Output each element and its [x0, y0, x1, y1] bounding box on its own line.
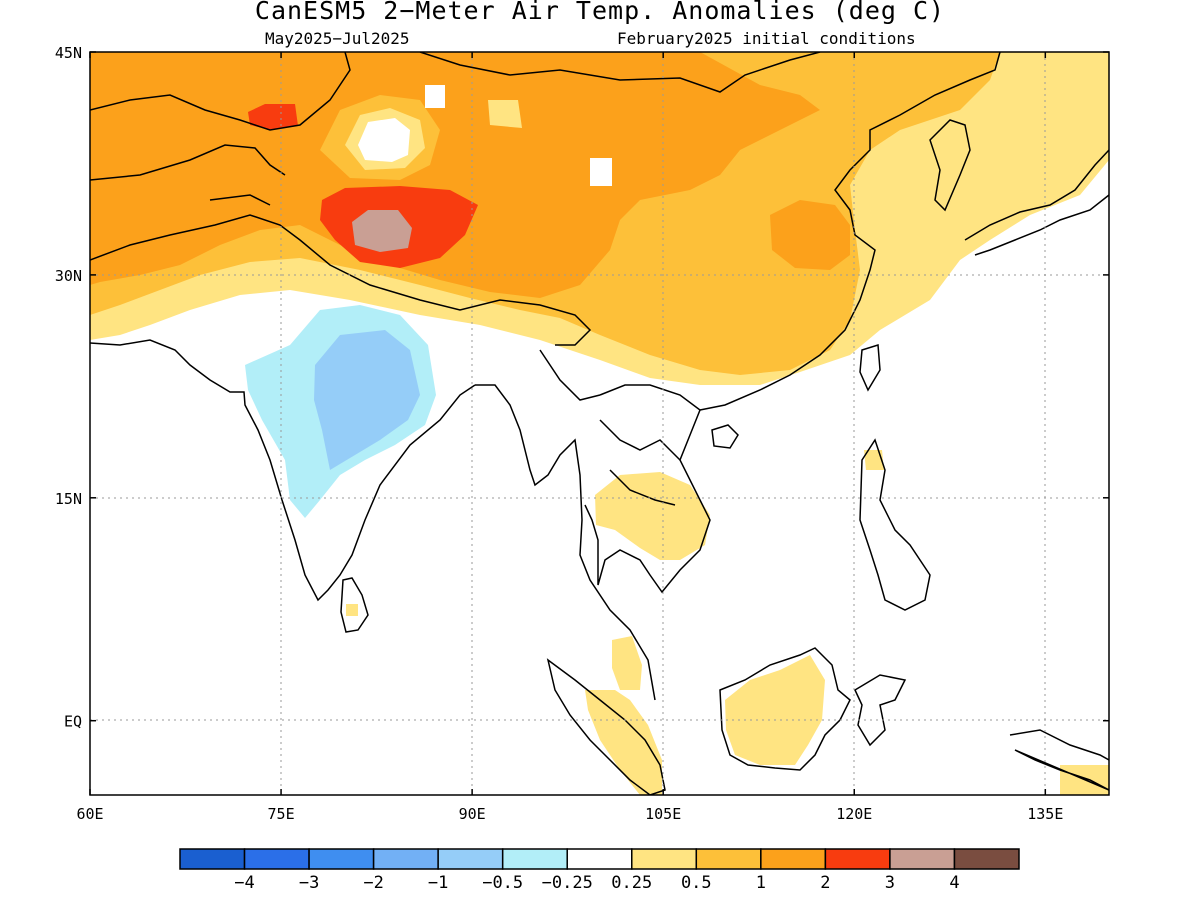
initial-conditions: February2025 initial conditions: [617, 29, 916, 48]
lon-tick-label: 90E: [459, 805, 486, 823]
anomaly-patch-white-2: [590, 158, 612, 186]
coastlines: [90, 52, 1109, 795]
lat-tick-label: 30N: [55, 267, 82, 285]
lat-tick-label: 15N: [55, 490, 82, 508]
anomaly-hole-tarim-white: [358, 118, 410, 162]
colorbar-swatch: [760, 848, 827, 870]
lat-tick-label: 45N: [55, 44, 82, 62]
colorbar-swatch: [631, 848, 698, 870]
colorbar-swatch: [372, 848, 439, 870]
colorbar-label: −4: [234, 873, 254, 893]
colorbar-label: −3: [299, 873, 319, 893]
anomaly-region-sumatra: [585, 690, 662, 795]
colorbar-label: −0.5: [482, 873, 523, 893]
coastline-hainan: [711, 424, 739, 449]
anomaly-region-1-east: [770, 200, 850, 270]
anomaly-patch-yellow-1: [488, 100, 522, 128]
coastline-new-guinea: [1009, 729, 1109, 791]
anomaly-region-philippines: [864, 450, 884, 470]
colorbar-swatch: [243, 848, 310, 870]
lat-tick-label: EQ: [64, 713, 82, 731]
anomaly-region-srilanka: [346, 604, 358, 616]
coastline-sumatra: [546, 658, 666, 795]
colorbar-label: −2: [363, 873, 383, 893]
colorbar-label: −0.25: [542, 873, 593, 893]
coastline-srilanka: [340, 577, 369, 633]
anomaly-patch-white-1: [425, 85, 445, 108]
lon-tick-label: 60E: [76, 805, 103, 823]
map-frame: [89, 51, 1110, 796]
lon-tick-label: 120E: [836, 805, 872, 823]
coastline-china: [699, 52, 1001, 411]
colorbar-label: 4: [949, 873, 959, 893]
lon-tick-label: 75E: [268, 805, 295, 823]
colorbar-label: 3: [885, 873, 895, 893]
longitude-axis: 60E 75E 90E 105E 120E 135E: [76, 52, 1063, 823]
colorbar-swatch: [308, 848, 375, 870]
colorbar-swatch: [501, 848, 568, 870]
colorbar: −4 −3 −2 −1 −0.5 −0.25 0.25 0.5 1 2 3 4: [179, 848, 1020, 893]
anomaly-region-malaya: [612, 636, 642, 690]
lon-tick-label: 135E: [1027, 805, 1063, 823]
coastline-india: [90, 339, 476, 602]
border-central-asia: [90, 52, 351, 206]
colorbar-label: 0.5: [681, 873, 712, 893]
anomaly-region-cool-0p5: [314, 330, 420, 470]
colorbar-swatch: [437, 848, 504, 870]
gridlines: [90, 52, 1109, 795]
colorbar-swatch: [179, 848, 246, 870]
colorbar-swatch: [824, 848, 891, 870]
latitude-axis: 45N 30N 15N EQ: [55, 44, 1109, 731]
coastline-bay-bengal: [475, 384, 656, 701]
colorbar-label: 0.25: [611, 873, 652, 893]
border-himalaya: [90, 214, 592, 346]
coastline-korea: [929, 119, 971, 212]
map-title: CanESM5 2−Meter Air Temp. Anomalies (deg…: [254, 0, 946, 25]
lon-tick-label: 105E: [645, 805, 681, 823]
anomaly-region-borneo: [725, 655, 825, 765]
colorbar-label: 1: [756, 873, 766, 893]
anomaly-region-indochina: [595, 472, 710, 560]
coastline-japan: [964, 149, 1109, 256]
coastline-sulawesi: [854, 674, 907, 747]
anomaly-region-2-tianshan: [248, 104, 298, 130]
colorbar-swatch: [695, 848, 762, 870]
coastline-indochina: [584, 384, 711, 594]
anomaly-region-3: [352, 210, 412, 252]
coastline-philippines: [859, 438, 931, 611]
border-mainland-se-asia: [539, 349, 681, 506]
colorbar-swatch: [953, 848, 1020, 870]
coastline-taiwan: [859, 344, 881, 392]
forecast-period: May2025−Jul2025: [265, 29, 410, 48]
anomaly-field: [90, 52, 1109, 795]
colorbar-swatch: [566, 848, 633, 870]
colorbar-label: 2: [820, 873, 830, 893]
colorbar-label: −1: [428, 873, 448, 893]
border-mongolia: [419, 52, 821, 93]
colorbar-swatch: [889, 848, 956, 870]
